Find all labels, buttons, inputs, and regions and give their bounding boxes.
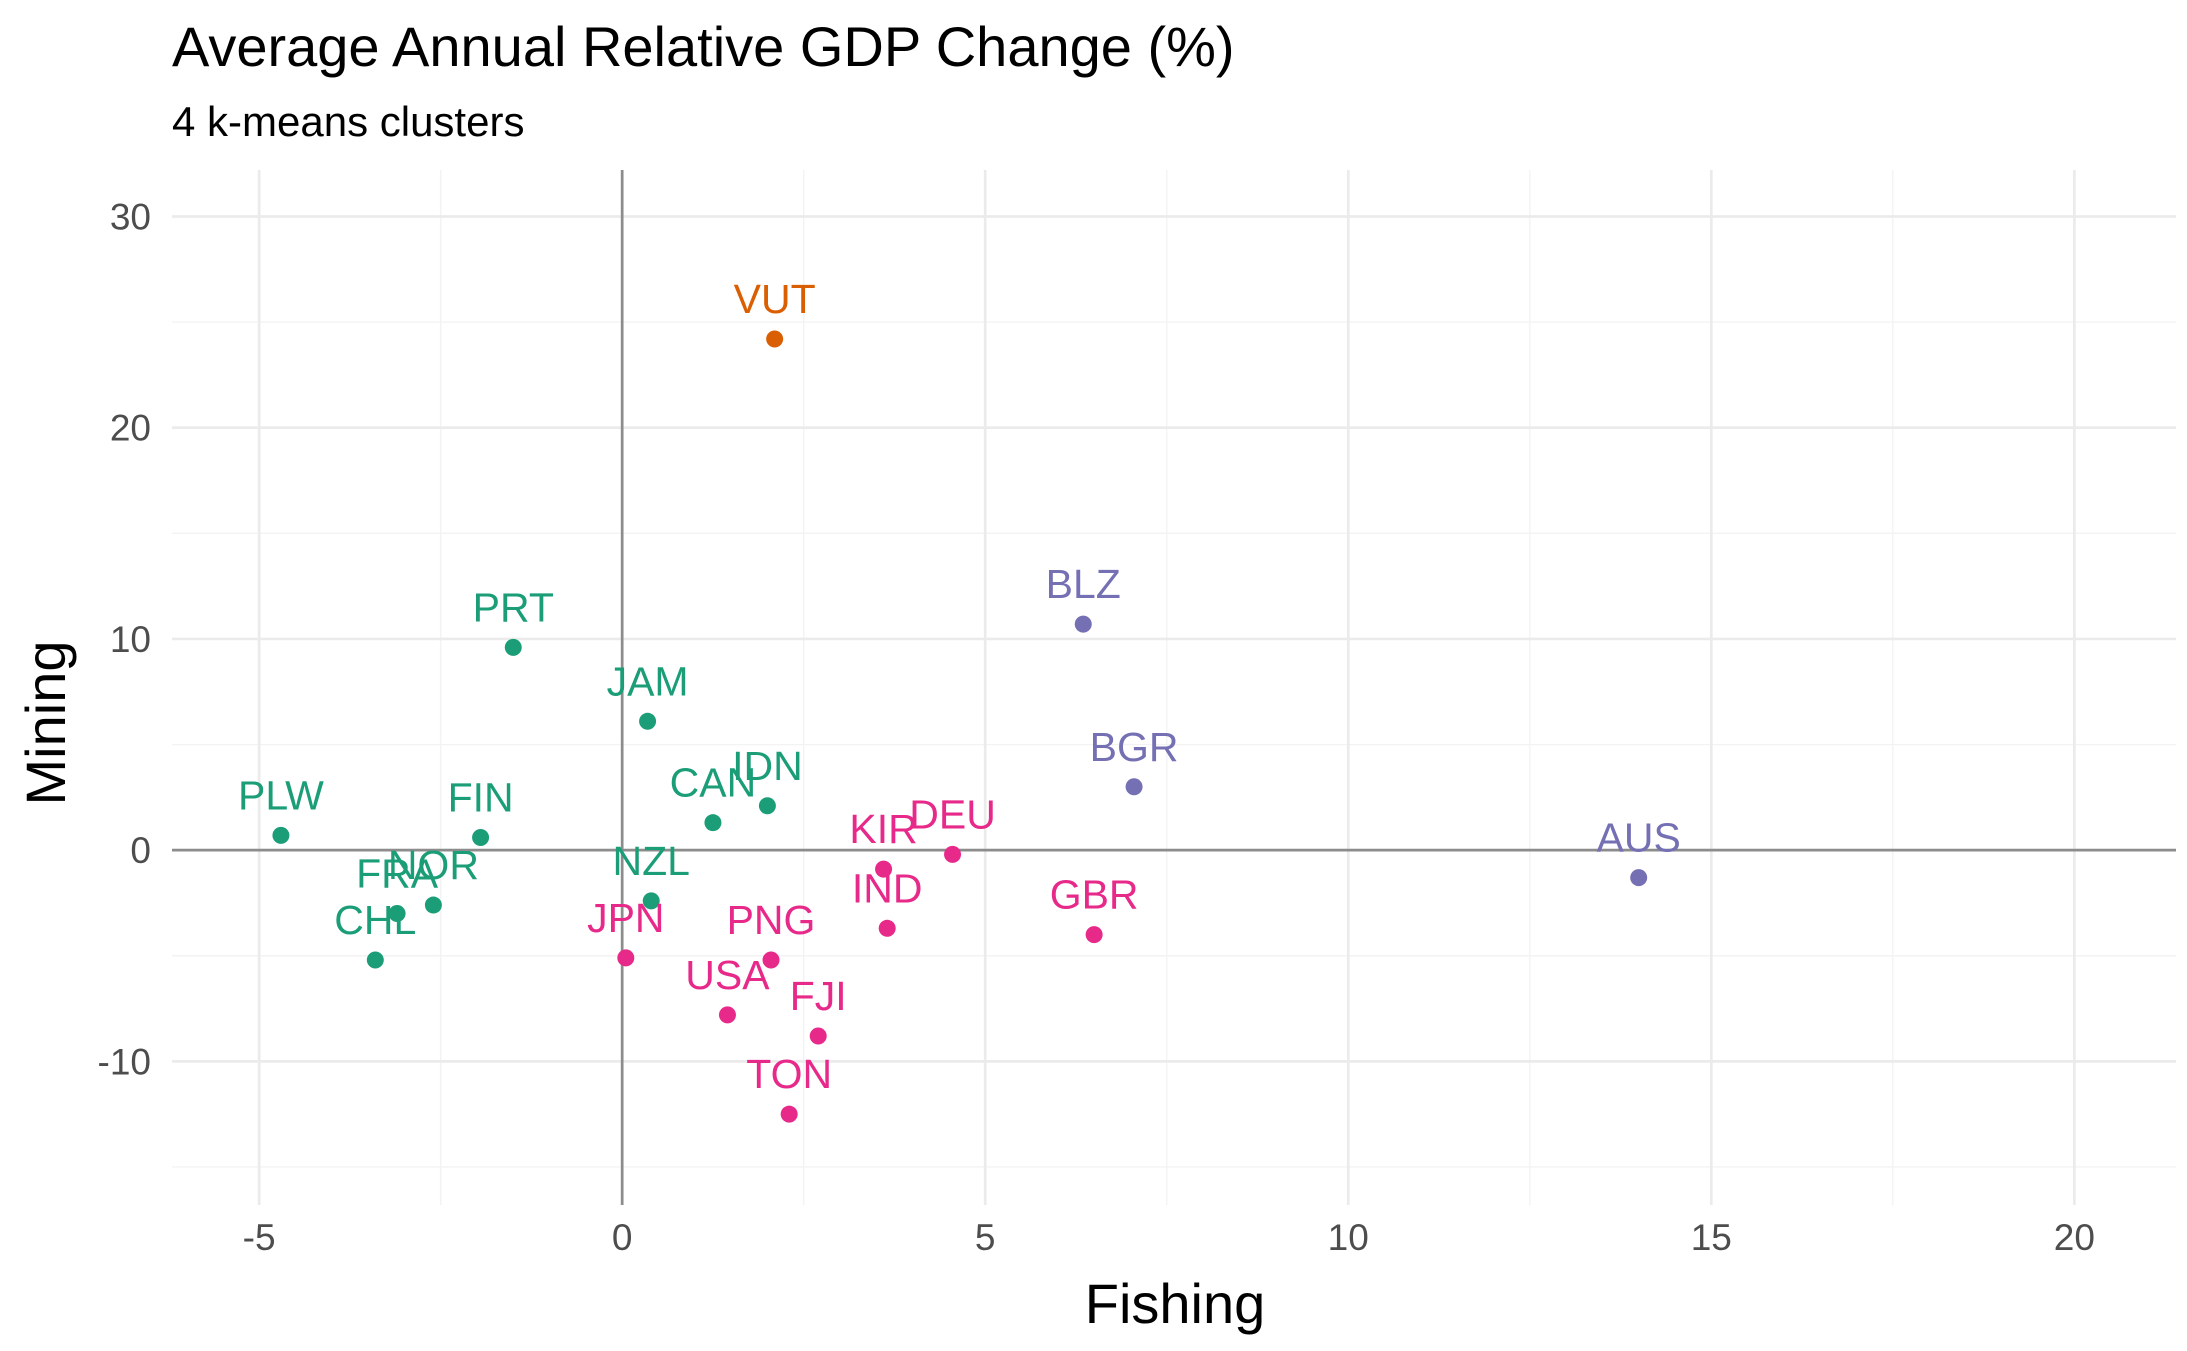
data-points [272,330,1648,1123]
x-tick-label: 10 [1328,1217,1369,1258]
y-tick-label: 0 [130,830,151,871]
x-tick-label: 0 [612,1217,633,1258]
data-point [472,828,490,846]
y-tick-label: 30 [110,196,151,237]
point-label: TON [746,1051,832,1097]
point-label: DEU [909,791,996,837]
point-label: BLZ [1046,561,1121,607]
point-label: IDN [732,743,803,789]
data-point [780,1105,798,1123]
grid-lines [172,170,2176,1205]
point-label: AUS [1597,815,1681,861]
data-point [878,919,896,937]
data-point [1074,615,1092,633]
y-axis-ticks: -10 0 10 20 30 [98,196,151,1082]
data-point [1125,778,1143,796]
data-point [704,814,722,832]
x-tick-label: 5 [975,1217,996,1258]
point-label: USA [685,952,770,998]
data-point [766,330,784,348]
data-point [617,949,635,967]
data-point [875,860,893,878]
x-axis-title: Fishing [1085,1272,1266,1335]
point-label: CHL [334,897,416,943]
chart-title: Average Annual Relative GDP Change (%) [172,15,1235,78]
point-label: IND [852,865,923,911]
x-tick-label: 15 [1691,1217,1732,1258]
point-label: JAM [607,658,689,704]
data-point [366,951,384,969]
data-point [1085,926,1103,944]
point-label: PLW [238,772,324,818]
point-label: FRA [356,851,439,897]
point-label: BGR [1090,724,1179,770]
y-tick-label: -10 [98,1041,151,1082]
y-axis-title: Mining [14,641,77,806]
point-label: GBR [1050,872,1139,918]
point-label: NOR [388,842,479,888]
data-point [1630,869,1648,887]
data-point [944,845,962,863]
data-point [504,638,522,656]
point-label: PNG [727,897,816,943]
point-label: FIN [448,774,514,820]
x-tick-label: 20 [2054,1217,2095,1258]
y-tick-label: 10 [110,619,151,660]
point-label: JPN [587,895,664,941]
x-axis-ticks: -5 0 5 10 15 20 [243,1217,2095,1258]
data-point [388,905,406,923]
point-label: VUT [734,276,816,322]
chart-subtitle: 4 k-means clusters [172,98,524,145]
point-label: NZL [612,838,689,884]
data-point [424,896,442,914]
data-point [642,892,660,910]
data-point [758,797,776,815]
y-tick-label: 20 [110,408,151,449]
data-point [762,951,780,969]
point-label: FJI [790,973,847,1019]
data-point [272,826,290,844]
point-label: CAN [670,760,757,806]
data-point [718,1006,736,1024]
x-tick-label: -5 [243,1217,276,1258]
point-label: KIR [849,806,917,852]
data-point [639,712,657,730]
point-label: PRT [473,584,554,630]
data-point [809,1027,827,1045]
